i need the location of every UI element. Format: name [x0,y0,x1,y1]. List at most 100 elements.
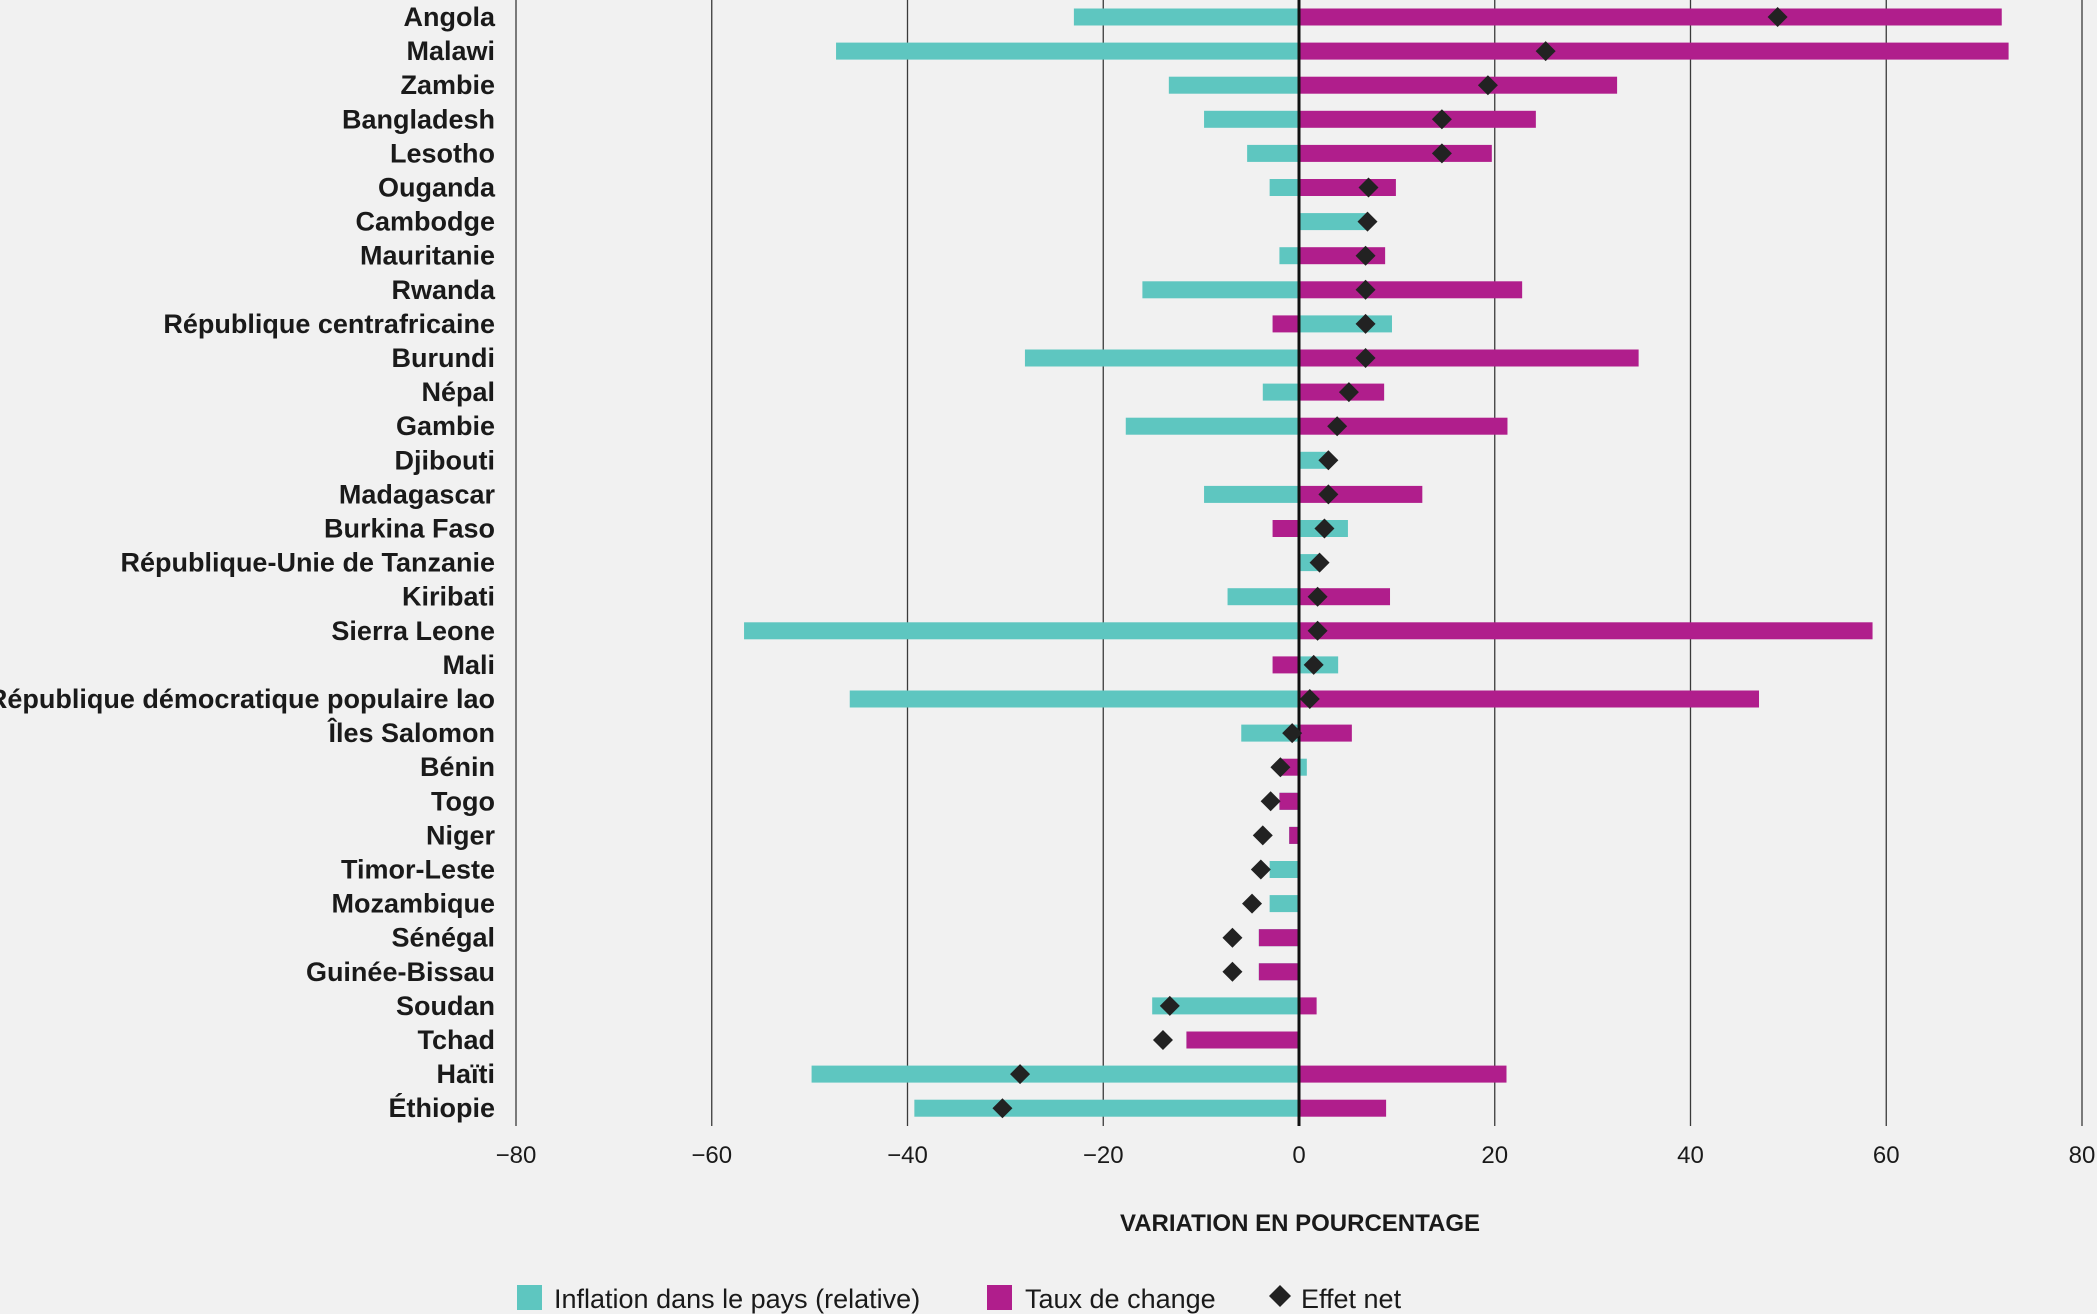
bar-inflation [1204,110,1299,128]
marker-net-effect [1159,995,1180,1016]
marker-net-effect [1260,791,1281,812]
country-label: Zambie [400,70,495,100]
bar-inflation [836,42,1299,60]
marker-net-effect [1282,723,1303,744]
bar-inflation [1269,895,1299,913]
country-label: Bangladesh [342,104,495,134]
marker-net-effect [1357,211,1378,232]
bar-exchange-rate [1299,8,2002,26]
marker-net-effect [1535,41,1556,62]
country-label: Sénégal [391,923,495,953]
bar-exchange-rate [1299,417,1508,435]
country-label: République-Unie de Tanzanie [120,548,495,578]
bar-inflation [1299,315,1392,333]
marker-net-effect [1303,654,1324,675]
bar-inflation [811,1065,1299,1083]
bar-inflation [1299,213,1368,231]
marker-net-effect [1222,961,1243,982]
country-label: Djibouti [395,445,495,475]
bar-inflation [1142,281,1299,299]
country-label: Ouganda [378,173,496,203]
x-tick-label: 60 [1873,1142,1900,1169]
marker-net-effect [1250,859,1271,880]
bar-exchange-rate [1272,315,1299,333]
bar-exchange-rate [1299,281,1523,299]
bar-exchange-rate [1299,724,1352,742]
marker-net-effect [1431,109,1452,130]
gridlines [515,0,2083,1126]
marker-net-effect [1270,757,1291,778]
bar-exchange-rate [1299,622,1873,640]
bar-inflation [1227,588,1299,606]
country-label: République démocratique populaire lao [0,684,495,714]
marker-net-effect [1307,620,1328,641]
country-label: Kiribati [402,582,495,612]
legend-label-exchange-rate: Taux de change [1025,1284,1216,1314]
bar-inflation [1241,724,1299,742]
country-label: République centrafricaine [163,309,495,339]
country-label: Niger [426,820,496,850]
bar-exchange-rate [1258,963,1299,981]
marker-net-effect [1222,927,1243,948]
marker-net-effect [1152,1030,1173,1050]
country-label: Népal [421,377,495,407]
bar-exchange-rate [1299,42,2009,60]
country-label: Mauritanie [360,241,495,271]
bar-inflation [1299,554,1319,572]
x-tick-label: 0 [1292,1142,1305,1169]
country-label: Sierra Leone [331,616,495,646]
bar-inflation [1247,144,1299,162]
country-labels: Angola Malawi Zambie Bangladesh Lesotho Ougan… [0,2,496,1123]
country-label: Mozambique [331,889,495,919]
bar-inflation [1269,179,1299,196]
bar-inflation [1269,861,1299,878]
country-label: Mali [442,650,495,680]
marker-net-effect [992,1098,1013,1119]
bar-inflation [1024,349,1299,367]
country-label: Gambie [396,411,495,441]
country-label: Lesotho [390,138,495,168]
bar-inflation [1299,758,1307,776]
x-tick-label: 40 [1677,1142,1704,1169]
x-tick-label: −20 [1083,1142,1124,1169]
net-effect-markers [992,7,1788,1119]
marker-net-effect [1327,416,1348,437]
bar-inflation [1073,8,1299,26]
country-label: Guinée-Bissau [306,957,495,987]
marker-net-effect [1355,313,1376,334]
marker-net-effect [1767,7,1788,27]
country-label: Burundi [392,343,495,373]
bar-exchange-rate [1299,485,1423,503]
bar-exchange-rate [1299,997,1317,1015]
marker-net-effect [1355,245,1376,266]
marker-net-effect [1431,143,1452,164]
bar-inflation [744,622,1299,640]
marker-net-effect [1318,484,1339,505]
bar-exchange-rate [1299,144,1492,162]
country-label: Haïti [436,1059,495,1089]
bar-inflation [1279,247,1299,265]
marker-net-effect [1318,450,1339,471]
x-axis-title: VARIATION EN POURCENTAGE [1120,1210,1480,1237]
bar-exchange-rate [1299,1099,1387,1117]
x-tick-label: −80 [496,1142,537,1169]
marker-net-effect [1355,348,1376,368]
legend: Inflation dans le pays (relative) Taux d… [517,1284,1402,1314]
x-tick-label: −60 [691,1142,732,1169]
marker-net-effect [1299,689,1320,709]
bar-exchange-rate [1299,76,1618,94]
bar-inflation [1299,451,1329,469]
marker-net-effect [1355,279,1376,300]
bar-exchange-rate [1258,929,1299,947]
country-label: Bénin [420,752,495,782]
bar-exchange-rate [1299,349,1639,367]
country-label: Togo [431,786,495,816]
country-label: Burkina Faso [324,514,495,544]
x-tick-label: 80 [2069,1142,2096,1169]
bar-inflation [1125,417,1299,435]
bar-exchange-rate [1279,792,1299,810]
bar-exchange-rate [1272,656,1299,674]
country-label: Îles Salomon [326,717,495,748]
bar-exchange-rate [1272,520,1299,537]
